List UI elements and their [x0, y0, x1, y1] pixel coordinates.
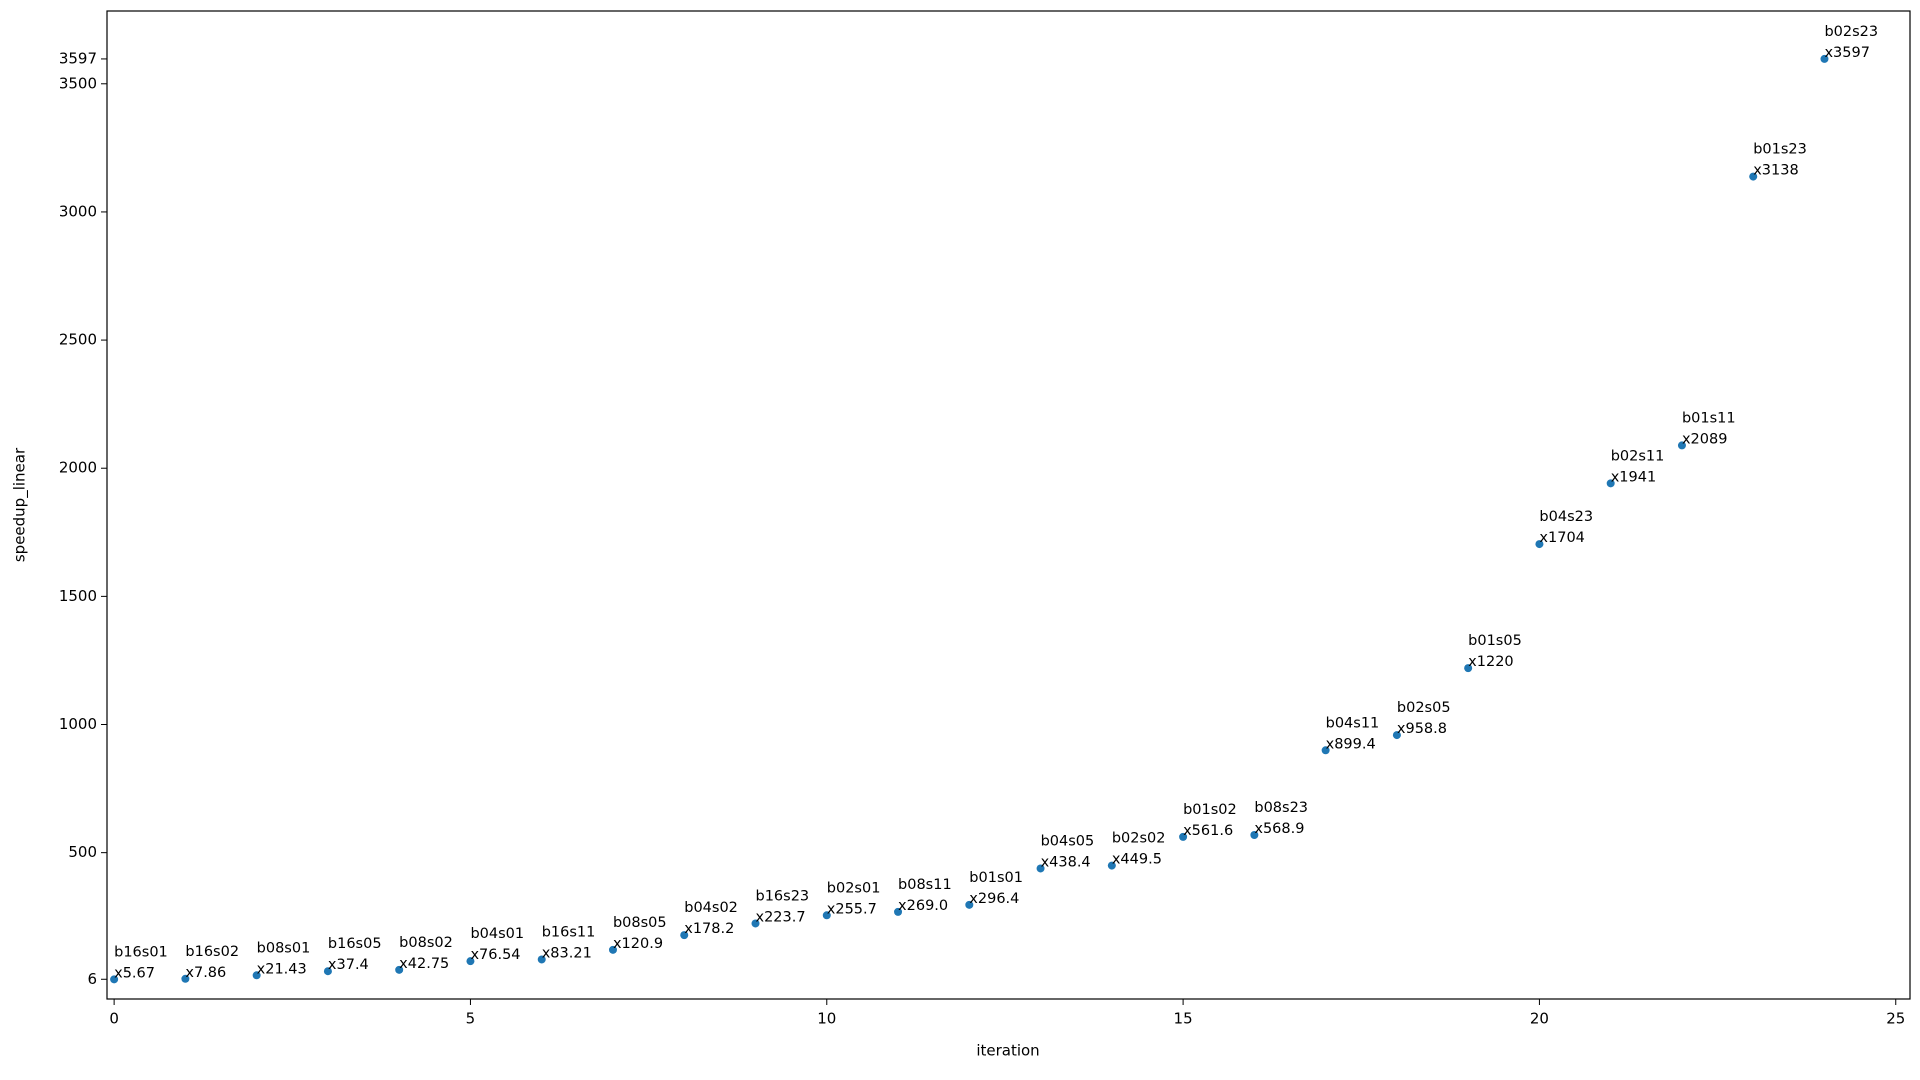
value-label: x120.9 [613, 936, 663, 952]
point-label: b16s02 [185, 944, 239, 960]
value-label: x568.9 [1254, 821, 1304, 837]
point [1820, 54, 1829, 63]
point [537, 955, 546, 964]
point [1179, 832, 1188, 841]
value-label: x83.21 [542, 945, 592, 961]
point [110, 975, 119, 984]
point [822, 911, 831, 920]
x-tick-label: 0 [109, 1010, 119, 1028]
point [1535, 540, 1544, 549]
value-label: x42.75 [399, 956, 449, 972]
point-label: b01s01 [969, 870, 1023, 886]
point [965, 900, 974, 909]
y-axis-label: speedup_linear [11, 447, 30, 562]
value-label: x1704 [1539, 530, 1584, 546]
point-label: b01s02 [1183, 802, 1237, 818]
point-label: b08s11 [898, 877, 952, 893]
point-label: b08s02 [399, 935, 453, 951]
value-label: x561.6 [1183, 823, 1233, 839]
point-label: b16s01 [114, 944, 168, 960]
point [252, 971, 261, 980]
x-tick-label: 5 [466, 1010, 476, 1028]
y-tick-label: 3500 [59, 74, 97, 92]
y-tick-label: 2000 [59, 459, 97, 477]
point-label: b02s05 [1397, 700, 1451, 716]
point [751, 919, 760, 928]
y-tick-label: 1500 [59, 587, 97, 605]
y-tick-label: 2500 [59, 331, 97, 349]
value-label: x21.43 [257, 961, 307, 977]
value-label: x958.8 [1397, 721, 1447, 737]
point-label: b08s01 [257, 940, 311, 956]
point [1250, 830, 1259, 839]
x-tick-label: 25 [1886, 1010, 1905, 1028]
point-label: b04s05 [1041, 833, 1095, 849]
point [395, 965, 404, 974]
point-label: b04s01 [470, 926, 524, 942]
point [466, 957, 475, 966]
point-label: b16s05 [328, 936, 382, 952]
point-label: b08s05 [613, 915, 667, 931]
value-label: x178.2 [684, 921, 734, 937]
x-tick-label: 10 [817, 1010, 836, 1028]
value-label: x255.7 [827, 901, 877, 917]
point-label: b01s05 [1468, 633, 1522, 649]
point-label: b04s23 [1539, 509, 1593, 525]
point-label: b02s11 [1611, 448, 1665, 464]
y-tick-label: 6 [87, 970, 97, 988]
value-label: x296.4 [969, 891, 1019, 907]
value-label: x223.7 [756, 909, 806, 925]
point-label: b04s02 [684, 900, 738, 916]
value-label: x438.4 [1041, 854, 1091, 870]
point-label: b16s11 [542, 924, 596, 940]
point [1677, 441, 1686, 450]
point [1107, 861, 1116, 870]
value-label: x1220 [1468, 654, 1513, 670]
point [1464, 664, 1473, 673]
point [1606, 479, 1615, 488]
value-label: x269.0 [898, 898, 948, 914]
plot-frame [106, 10, 1911, 1000]
x-axis-label: iteration [976, 1042, 1039, 1060]
point [1392, 731, 1401, 740]
value-label: x37.4 [328, 957, 369, 973]
value-label: x449.5 [1112, 852, 1162, 868]
y-tick-label: 1000 [59, 715, 97, 733]
y-tick-label: 3000 [59, 202, 97, 220]
point-label: b08s23 [1254, 800, 1308, 816]
point-label: b01s11 [1682, 410, 1736, 426]
point [323, 967, 332, 976]
y-tick-label: 3597 [59, 49, 97, 67]
point-label: b16s23 [756, 888, 810, 904]
point-label: b02s02 [1112, 831, 1166, 847]
point [894, 907, 903, 916]
point [181, 974, 190, 983]
point [1036, 864, 1045, 873]
point-label: b02s01 [827, 880, 881, 896]
point [608, 945, 617, 954]
value-label: x5.67 [114, 965, 155, 981]
x-tick-label: 20 [1530, 1010, 1549, 1028]
value-label: x899.4 [1326, 736, 1376, 752]
value-label: x3597 [1824, 45, 1869, 61]
x-tick-label: 15 [1174, 1010, 1193, 1028]
point-label: b04s11 [1326, 715, 1380, 731]
value-label: x7.86 [185, 965, 226, 981]
value-label: x76.54 [470, 947, 520, 963]
value-label: x3138 [1753, 163, 1798, 179]
point [680, 931, 689, 940]
y-tick-label: 500 [68, 843, 97, 861]
point [1321, 746, 1330, 755]
value-label: x2089 [1682, 431, 1727, 447]
value-label: x1941 [1611, 469, 1656, 485]
point-label: b02s23 [1824, 24, 1878, 40]
point [1749, 172, 1758, 181]
point-label: b01s23 [1753, 142, 1807, 158]
